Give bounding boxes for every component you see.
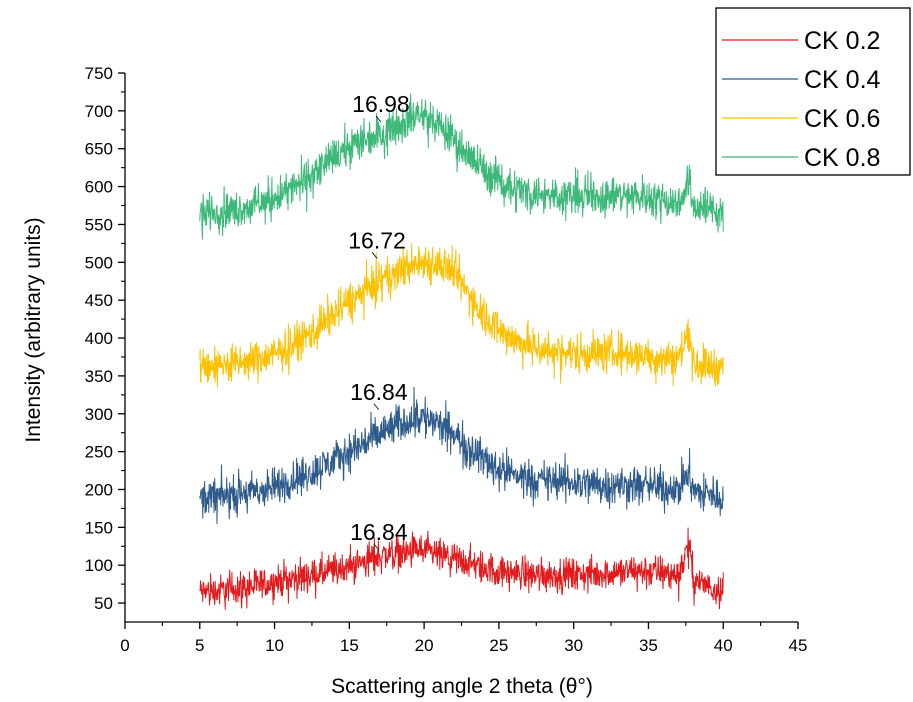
- legend: CK 0.2 CK 0.4 CK 0.6 CK 0.8: [715, 7, 911, 176]
- peak-annotation: 16.98: [352, 91, 410, 117]
- y-tick-label: 100: [85, 556, 113, 575]
- x-tick-label: 45: [789, 636, 808, 655]
- annotation-pointer: [373, 543, 380, 551]
- legend-label: CK 0.2: [804, 27, 880, 55]
- x-tick-label: 0: [120, 636, 129, 655]
- peak-annotation: 16.72: [348, 227, 406, 253]
- y-tick-label: 300: [85, 405, 113, 424]
- x-tick-label: 30: [564, 636, 583, 655]
- y-tick-label: 650: [85, 140, 113, 159]
- x-tick-label: 5: [195, 636, 204, 655]
- y-tick-label: 400: [85, 329, 113, 348]
- y-tick-label: 50: [94, 594, 113, 613]
- peak-annotation: 16.84: [350, 519, 408, 545]
- y-axis-label: Intensity (arbitrary units): [22, 217, 45, 442]
- series-line-4: [199, 93, 724, 240]
- series-line-2: [199, 386, 724, 524]
- y-tick-label: 350: [85, 367, 113, 386]
- y-tick-label: 150: [85, 518, 113, 537]
- plot-area: 16.98 16.72 16.84 16.84: [199, 91, 724, 610]
- series-line-1: [199, 527, 724, 610]
- y-tick-label: 500: [85, 253, 113, 272]
- x-tick-label: 20: [415, 636, 434, 655]
- series-line-3: [199, 242, 724, 388]
- y-tick-label: 450: [85, 291, 113, 310]
- x-tick-label: 40: [714, 636, 733, 655]
- legend-label: CK 0.4: [804, 66, 881, 94]
- y-tick-label: 600: [85, 178, 113, 197]
- x-axis-label: Scattering angle 2 theta (θ°): [331, 675, 593, 698]
- y-tick-label: 550: [85, 215, 113, 234]
- x-tick-label: 10: [265, 636, 284, 655]
- peak-annotation: 16.84: [350, 379, 408, 405]
- legend-label: CK 0.6: [804, 105, 880, 133]
- x-tick-label: 25: [489, 636, 508, 655]
- y-tick-label: 200: [85, 480, 113, 499]
- annotation-pointer: [371, 252, 378, 259]
- series-layer: [199, 93, 724, 610]
- annotations: 16.98 16.72 16.84 16.84: [348, 91, 410, 551]
- legend-box: [715, 7, 911, 176]
- x-axis: 0 5 10 15 20 25 30 35 40 45: [120, 621, 808, 655]
- x-tick-label: 15: [340, 636, 359, 655]
- legend-label: CK 0.8: [804, 144, 880, 172]
- x-tick-label: 35: [639, 636, 658, 655]
- annotation-pointer: [373, 403, 380, 411]
- y-tick-label: 700: [85, 102, 113, 121]
- annotation-pointer: [375, 115, 382, 123]
- y-tick-label: 250: [85, 443, 113, 462]
- y-axis: 50 100 150 200 250 300 350 400 450 500 550 600 650 70…: [85, 64, 126, 622]
- y-tick-label: 750: [85, 64, 113, 83]
